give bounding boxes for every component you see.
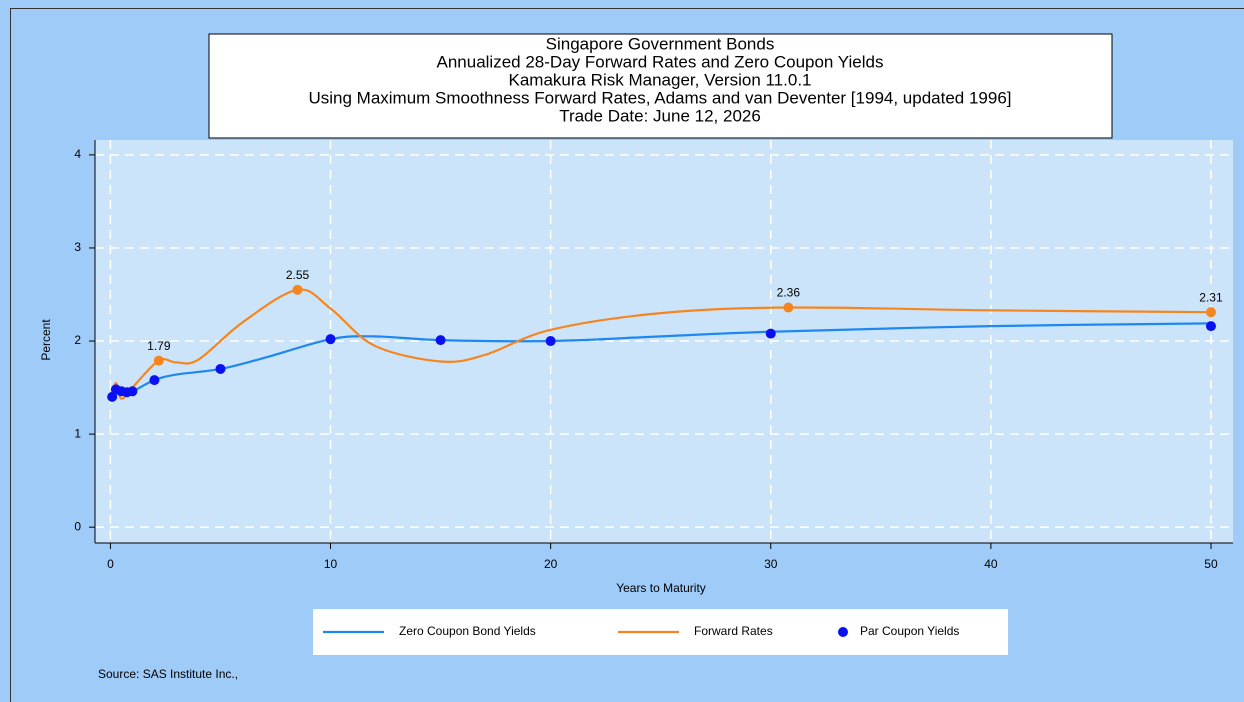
x-tick-label: 30	[764, 557, 778, 571]
par-point	[765, 328, 776, 339]
par-point	[149, 375, 160, 386]
legend-label: Zero Coupon Bond Yields	[399, 624, 536, 638]
y-tick-label: 1	[74, 426, 81, 440]
forward-marker	[153, 355, 164, 366]
par-point	[107, 391, 118, 402]
chart-title: Kamakura Risk Manager, Version 11.0.1	[508, 70, 811, 89]
data-label: 1.79	[147, 339, 171, 353]
forward-marker	[1205, 307, 1216, 318]
chart-title: Trade Date: June 12, 2026	[559, 106, 761, 125]
y-tick-label: 2	[74, 333, 81, 347]
par-point	[325, 334, 336, 345]
legend-label: Forward Rates	[694, 624, 773, 638]
y-tick-label: 3	[74, 240, 81, 254]
x-tick-label: 20	[544, 557, 558, 571]
par-point	[127, 386, 138, 397]
y-axis-label: Percent	[39, 319, 53, 361]
forward-marker	[783, 302, 794, 313]
y-tick-label: 4	[74, 147, 81, 161]
y-tick-label: 0	[74, 519, 81, 533]
par-point	[545, 336, 556, 347]
x-tick-label: 40	[984, 557, 998, 571]
series-line	[111, 288, 1211, 400]
chart-title: Using Maximum Smoothness Forward Rates, …	[308, 88, 1011, 107]
x-tick-label: 10	[324, 557, 338, 571]
x-axis-label: Years to Maturity	[616, 581, 706, 595]
data-label: 2.55	[286, 268, 310, 282]
legend-swatch	[838, 627, 848, 637]
x-tick-label: 50	[1204, 557, 1218, 571]
chart-title: Annualized 28-Day Forward Rates and Zero…	[437, 52, 884, 71]
source: Source: SAS Institute Inc.,	[98, 667, 238, 681]
page-border	[10, 8, 1244, 702]
x-tick-label: 0	[107, 557, 114, 571]
data-label: 2.31	[1199, 290, 1223, 304]
chart-title: Singapore Government Bonds	[546, 34, 775, 53]
par-point	[1205, 321, 1216, 332]
par-point	[435, 335, 446, 346]
title-box	[208, 33, 1113, 139]
par-point	[215, 363, 226, 374]
legend-label: Par Coupon Yields	[860, 624, 959, 638]
forward-marker	[292, 284, 303, 295]
data-label: 2.36	[777, 286, 801, 300]
